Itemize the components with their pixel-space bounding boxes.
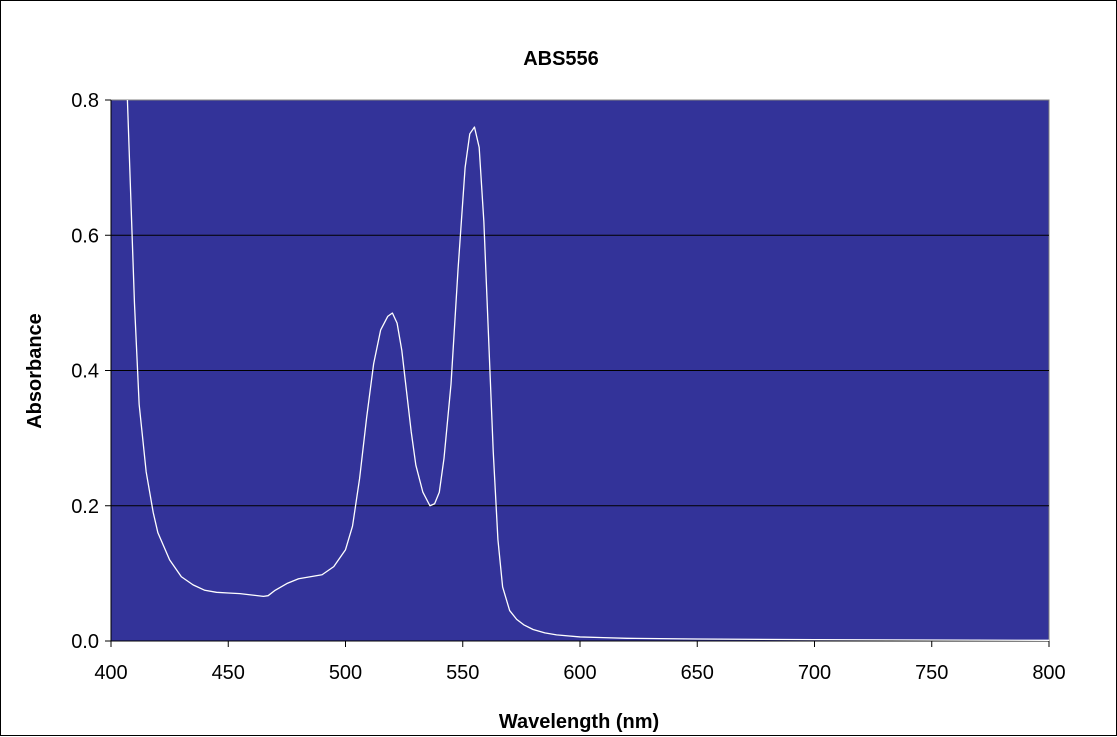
x-tick-label: 450	[212, 662, 245, 684]
x-tick-label: 700	[798, 662, 831, 684]
spectrum-line	[126, 99, 1050, 641]
y-tick-label: 0.8	[71, 90, 99, 112]
x-tick-label: 600	[563, 662, 596, 684]
x-tick-label: 650	[681, 662, 714, 684]
gridlines	[105, 100, 1049, 647]
x-tick-label: 400	[94, 662, 127, 684]
x-tick-label: 500	[329, 662, 362, 684]
y-tick-label: 0.0	[71, 631, 99, 653]
x-tick-label: 750	[915, 662, 948, 684]
chart-title: ABS556	[523, 48, 599, 70]
x-tick-label: 550	[446, 662, 479, 684]
y-tick-label: 0.6	[71, 225, 99, 247]
y-tick-label: 0.4	[71, 361, 99, 383]
x-axis-label: Wavelength (nm)	[499, 711, 659, 733]
y-axis-ticks: 0.0 0.2 0.4 0.6 0.8	[71, 90, 111, 653]
x-tick-label: 800	[1032, 662, 1065, 684]
x-axis-ticks: 400 450 500 550 600 650 700 750 800	[94, 641, 1066, 684]
y-axis-label: Absorbance	[24, 313, 46, 429]
y-tick-label: 0.2	[71, 496, 99, 518]
